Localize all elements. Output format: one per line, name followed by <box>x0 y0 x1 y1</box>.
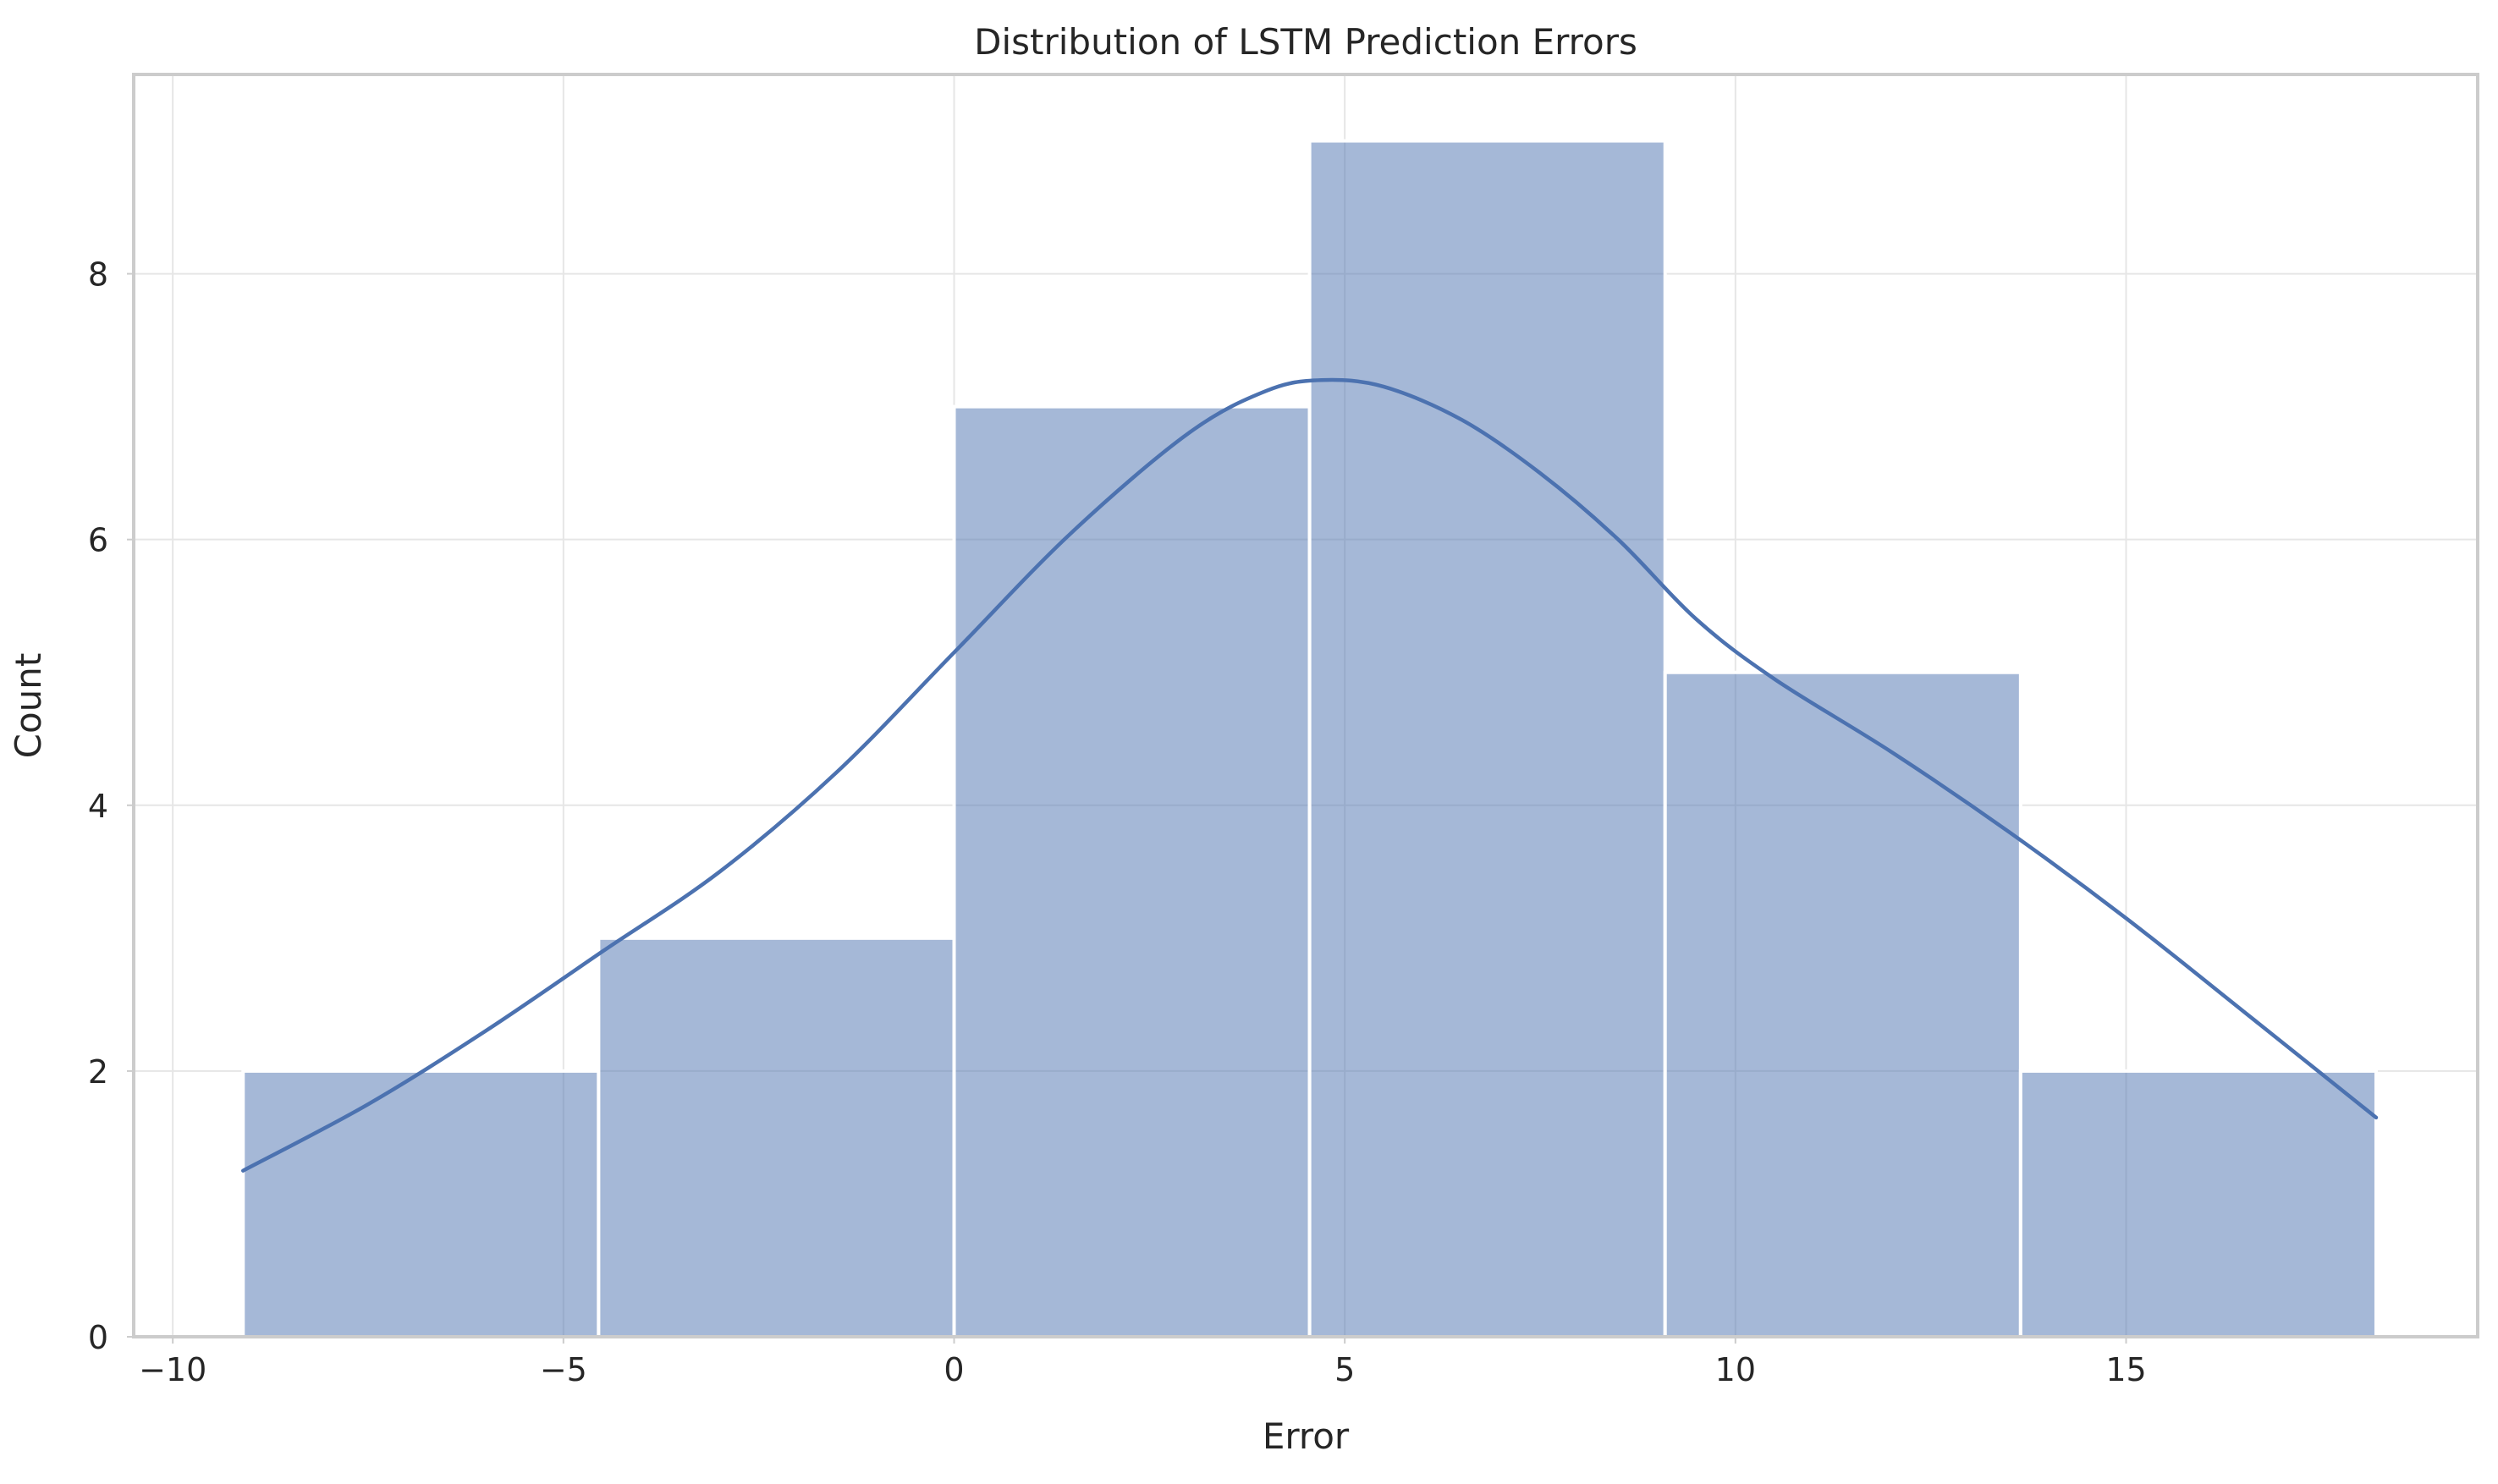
histogram-bar-3 <box>1307 139 1667 1338</box>
x-axis-ticks: −10 −5 0 5 10 15 <box>139 1337 2147 1388</box>
x-tick-label-4: 10 <box>1715 1351 1756 1388</box>
kde-curve <box>241 377 2379 1173</box>
y-axis-label: Count <box>8 653 49 759</box>
histogram-bar-4 <box>1663 670 2022 1338</box>
histogram-bar-1 <box>597 936 956 1339</box>
plot-frame <box>132 73 2479 1338</box>
x-tick-label-5: 15 <box>2105 1351 2146 1388</box>
y-axis-ticks: 0 2 4 6 8 <box>88 256 134 1356</box>
y-tick-label-1: 2 <box>88 1053 108 1091</box>
x-tick-label-1: −5 <box>540 1351 587 1388</box>
x-tick-label-3: 5 <box>1334 1351 1355 1388</box>
y-tick-label-3: 6 <box>88 522 108 559</box>
y-tick-label-2: 4 <box>88 788 108 825</box>
axes-frame <box>132 73 2479 1338</box>
x-tick-label-0: −10 <box>139 1351 206 1388</box>
y-tick-label-4: 8 <box>88 256 108 294</box>
histogram-bars <box>241 139 2378 1339</box>
histogram-bar-2 <box>952 404 1312 1338</box>
y-tick-label-0: 0 <box>88 1319 108 1356</box>
x-axis-label: Error <box>1263 1415 1350 1457</box>
histogram-bar-0 <box>241 1069 601 1339</box>
chart-title: Distribution of LSTM Prediction Errors <box>974 21 1637 63</box>
histogram-bar-5 <box>2018 1069 2378 1339</box>
x-tick-label-2: 0 <box>944 1351 964 1388</box>
